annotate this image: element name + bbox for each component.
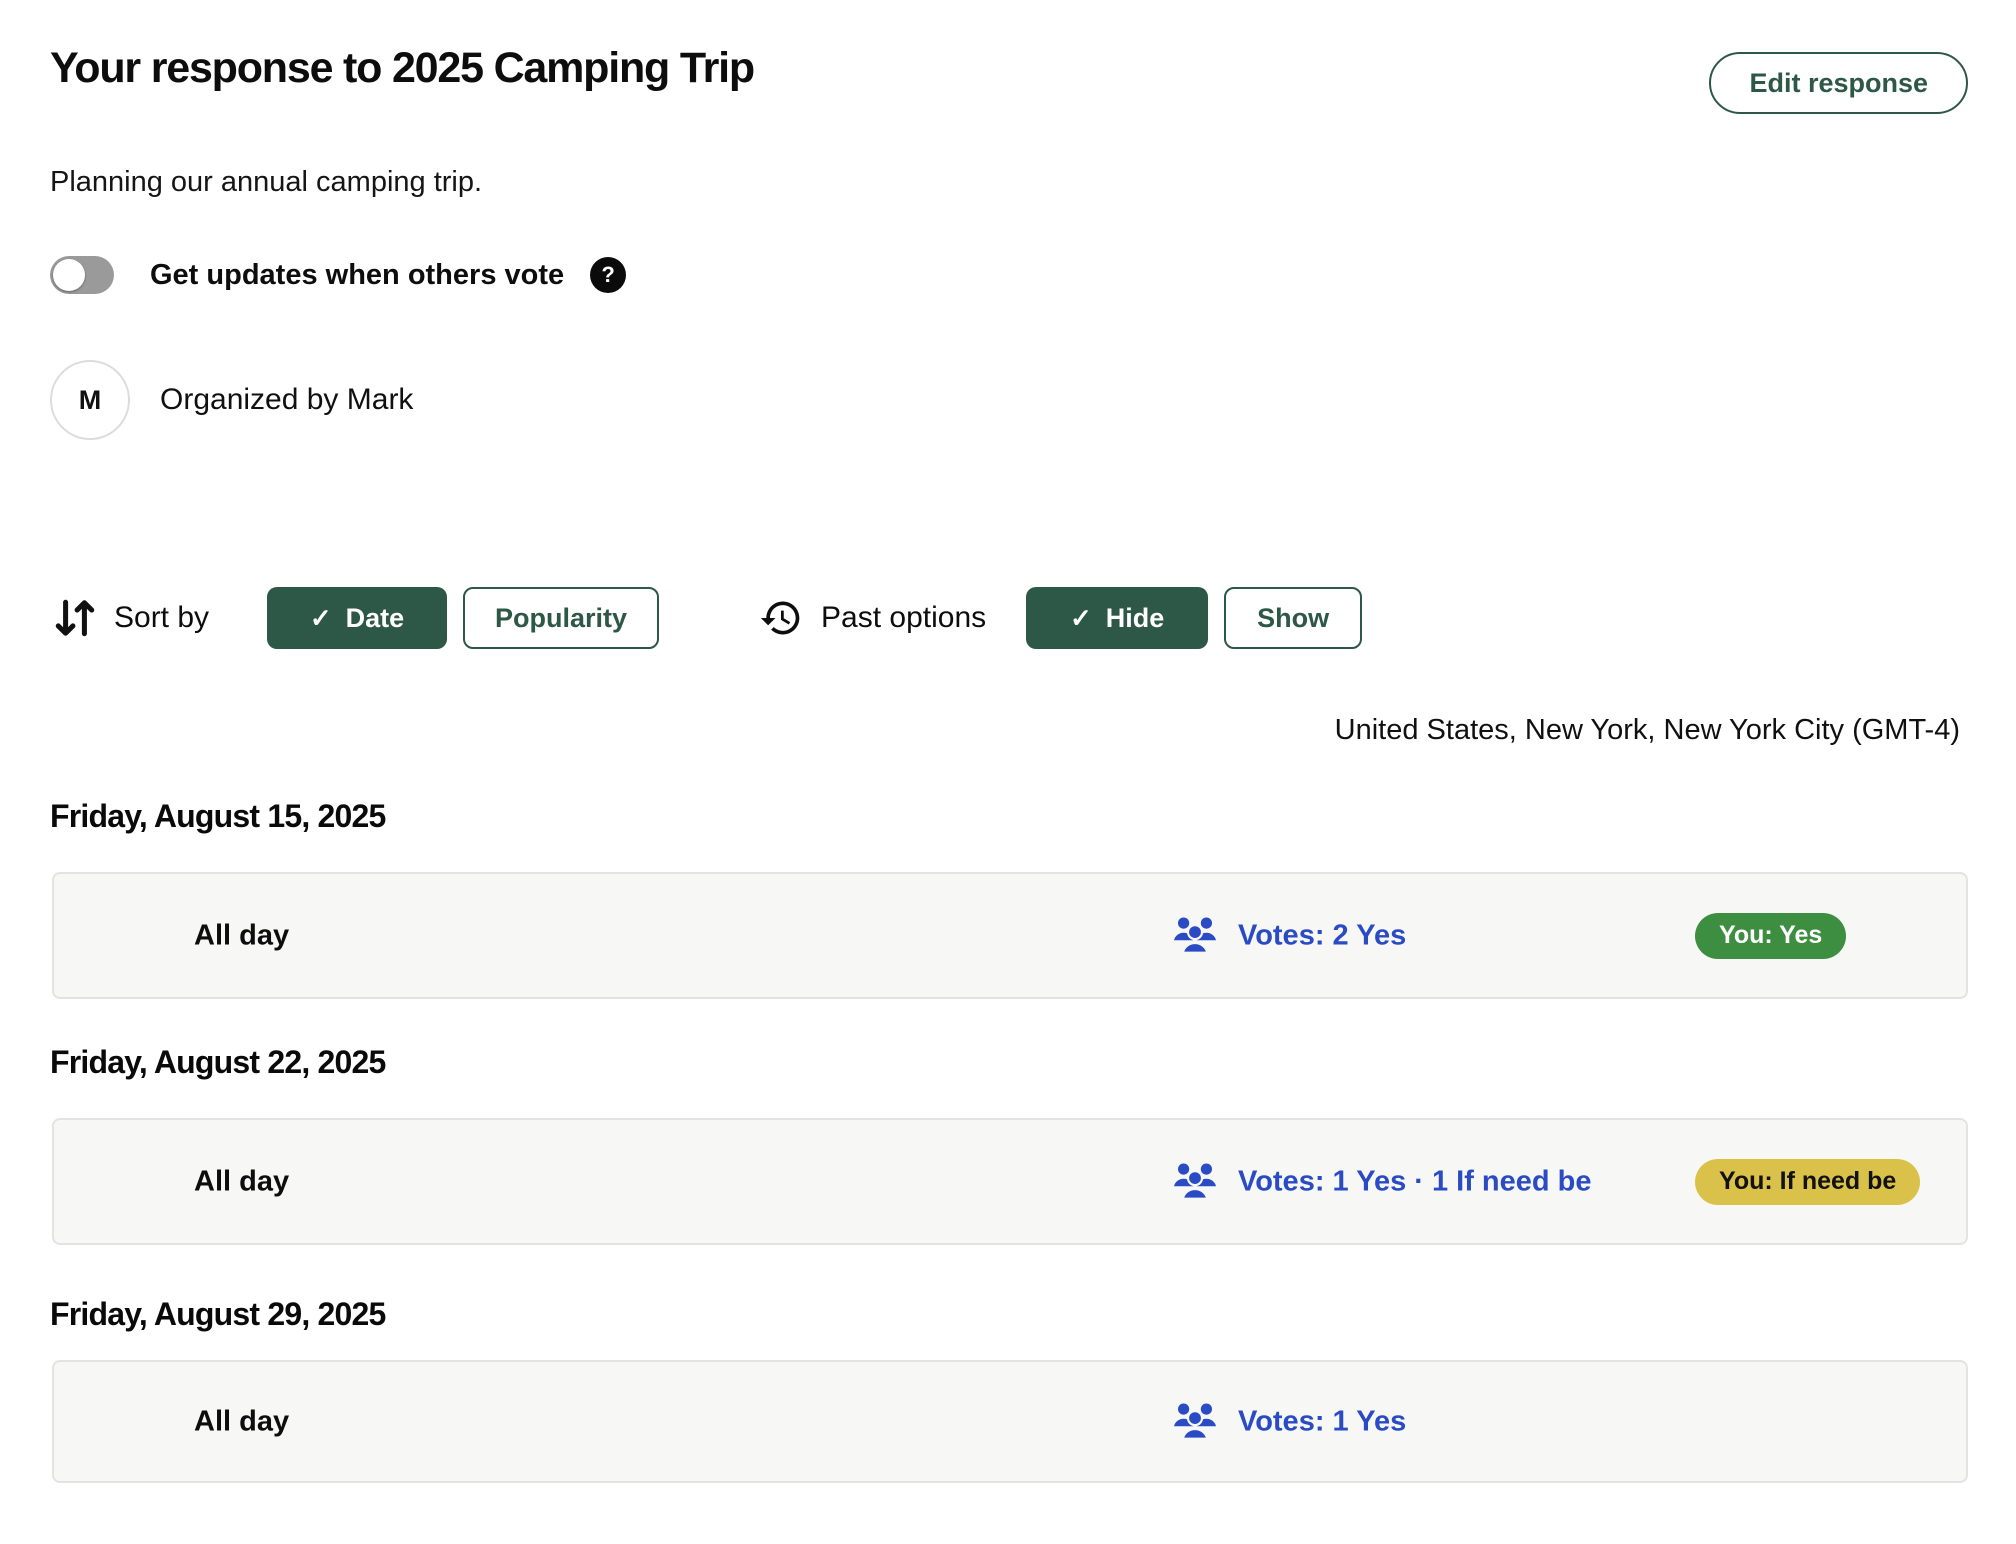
votes-link[interactable]: Votes: 2 Yes xyxy=(1172,913,1406,958)
history-clock-icon xyxy=(759,596,803,640)
check-icon: ✓ xyxy=(1070,603,1092,633)
votes-text: Votes: 1 Yes xyxy=(1238,1405,1407,1437)
option-row: All day Votes: 1 Yes xyxy=(52,1360,1968,1483)
page-title: Your response to 2025 Camping Trip xyxy=(50,44,755,92)
option-row: All day Votes: 1 Yes · 1 If need be You:… xyxy=(52,1118,1968,1245)
votes-text: Votes: 2 Yes xyxy=(1238,919,1407,951)
group-people-icon xyxy=(1172,1159,1218,1204)
date-heading: Friday, August 29, 2025 xyxy=(50,1296,386,1332)
updates-toggle[interactable] xyxy=(50,256,114,294)
past-option-show[interactable]: Show xyxy=(1224,587,1363,649)
votes-link[interactable]: Votes: 1 Yes · 1 If need be xyxy=(1172,1159,1592,1204)
sort-option-popularity-label: Popularity xyxy=(495,602,628,633)
check-icon: ✓ xyxy=(309,603,332,633)
sort-option-date[interactable]: ✓ Date xyxy=(267,587,448,649)
group-people-icon xyxy=(1172,1399,1218,1444)
sort-option-popularity[interactable]: Popularity xyxy=(463,587,660,649)
updates-toggle-row: Get updates when others vote ? xyxy=(50,256,627,294)
group-people-icon xyxy=(1172,913,1218,958)
your-vote-badge: You: Yes xyxy=(1695,912,1847,959)
sort-option-date-label: Date xyxy=(345,602,405,633)
organizer-row: M Organized by Mark xyxy=(50,360,413,440)
toggle-knob xyxy=(53,259,85,291)
help-icon[interactable]: ? xyxy=(590,257,627,293)
edit-response-button[interactable]: Edit response xyxy=(1709,52,1968,114)
time-label: All day xyxy=(194,1165,290,1197)
organizer-label: Organized by Mark xyxy=(160,383,414,416)
date-heading: Friday, August 22, 2025 xyxy=(50,1044,386,1080)
votes-link[interactable]: Votes: 1 Yes xyxy=(1172,1399,1406,1444)
past-option-show-label: Show xyxy=(1257,602,1330,633)
past-option-hide[interactable]: ✓ Hide xyxy=(1026,587,1209,649)
organizer-avatar: M xyxy=(50,360,130,440)
controls-row: Sort by ✓ Date Popularity Past options ✓… xyxy=(54,586,1363,650)
past-options-label: Past options xyxy=(821,601,987,634)
date-heading: Friday, August 15, 2025 xyxy=(50,798,386,834)
your-vote-badge: You: If need be xyxy=(1695,1158,1921,1205)
past-option-hide-label: Hide xyxy=(1105,602,1165,633)
time-label: All day xyxy=(194,919,290,951)
votes-text: Votes: 1 Yes · 1 If need be xyxy=(1238,1165,1592,1197)
time-label: All day xyxy=(194,1405,290,1437)
past-options-group: Past options ✓ Hide Show xyxy=(759,587,1363,649)
poll-description: Planning our annual camping trip. xyxy=(50,166,483,198)
updates-toggle-label: Get updates when others vote xyxy=(150,258,565,291)
option-row: All day Votes: 2 Yes You: Yes xyxy=(52,872,1968,999)
timezone-label: United States, New York, New York City (… xyxy=(1334,714,1960,746)
sort-arrows-icon xyxy=(54,595,96,641)
sort-by-label: Sort by xyxy=(114,601,210,634)
